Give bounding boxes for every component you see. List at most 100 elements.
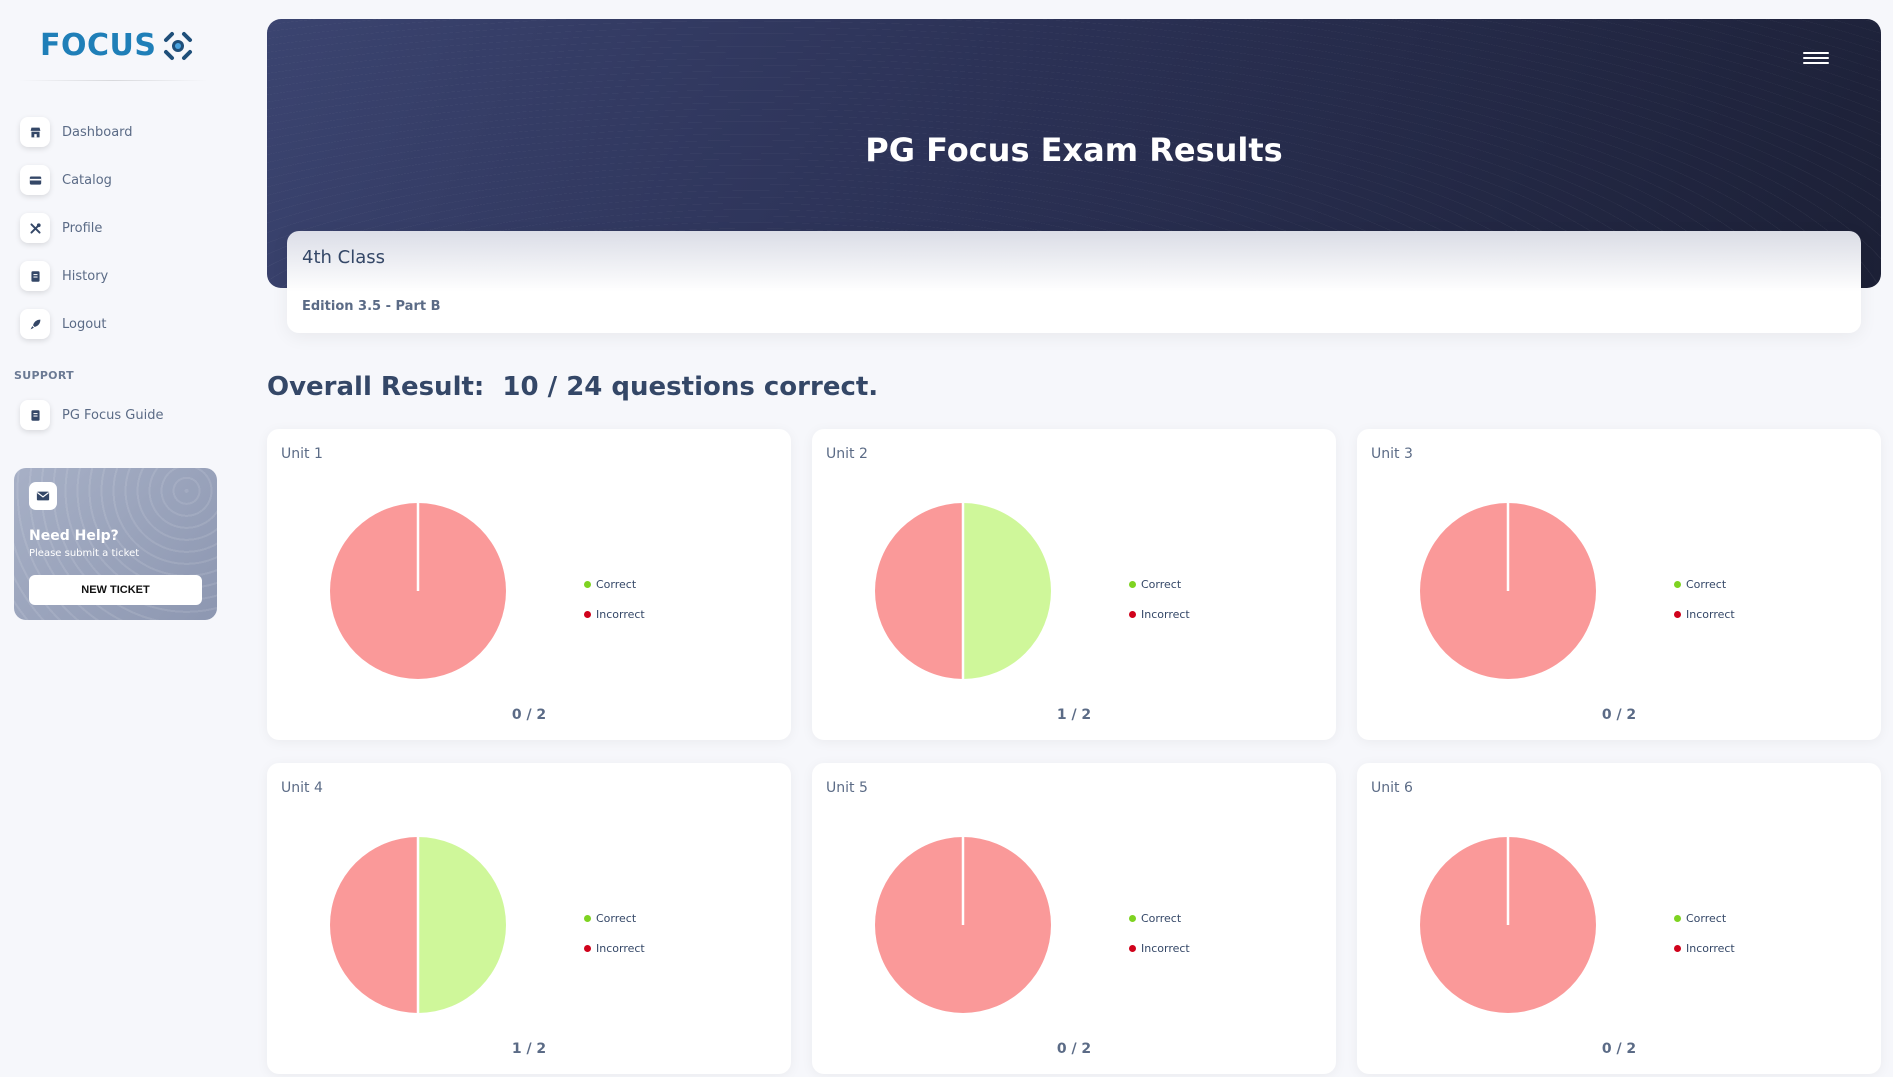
focus-logo-icon: [164, 31, 193, 60]
legend-dot-incorrect: [1674, 944, 1681, 952]
legend-label: Incorrect: [1686, 941, 1735, 955]
legend-label: Correct: [596, 577, 637, 591]
page-title: PG Focus Exam Results: [865, 131, 1283, 169]
tools-icon: [20, 213, 50, 243]
legend-item-correct[interactable]: Correct: [1129, 569, 1190, 599]
legend-label: Correct: [1141, 911, 1182, 925]
unit-pie-chart: [875, 503, 1051, 679]
logo[interactable]: FOCUS: [40, 28, 194, 63]
legend-label: Incorrect: [596, 941, 645, 955]
legend-dot-correct: [1674, 914, 1681, 922]
class-edition: Edition 3.5 - Part B: [302, 299, 441, 314]
unit-title: Unit 4: [281, 780, 323, 796]
sidebar-item-label: Profile: [62, 220, 103, 236]
document-icon: [20, 400, 50, 430]
legend-item-incorrect[interactable]: Incorrect: [584, 599, 645, 629]
help-card: Need Help? Please submit a ticket NEW TI…: [14, 468, 217, 620]
support-section-title: SUPPORT: [14, 369, 74, 382]
legend-dot-incorrect: [584, 944, 591, 952]
unit-card: Unit 3 Correct Incorrect 0 / 2: [1357, 429, 1881, 740]
legend-item-incorrect[interactable]: Incorrect: [584, 933, 645, 963]
class-name: 4th Class: [302, 247, 385, 268]
chart-legend: Correct Incorrect: [584, 903, 645, 963]
unit-pie-chart: [330, 503, 506, 679]
sidebar-item-profile[interactable]: Profile: [20, 204, 133, 252]
help-subtitle: Please submit a ticket: [29, 548, 140, 559]
class-info-card: 4th Class Edition 3.5 - Part B: [287, 231, 1861, 333]
sidebar-item-catalog[interactable]: Catalog: [20, 156, 133, 204]
unit-pie-chart: [875, 837, 1051, 1013]
legend-dot-correct: [1674, 580, 1681, 588]
legend-item-correct[interactable]: Correct: [584, 569, 645, 599]
overall-result: Overall Result: 10 / 24 questions correc…: [267, 372, 879, 402]
pie-slice-correct[interactable]: [963, 503, 1051, 679]
pie-slice-correct[interactable]: [418, 837, 506, 1013]
document-icon: [20, 261, 50, 291]
chart-legend: Correct Incorrect: [1674, 569, 1735, 629]
shop-icon: [20, 117, 50, 147]
pie-slice-incorrect[interactable]: [875, 503, 963, 679]
unit-title: Unit 2: [826, 446, 868, 462]
unit-card: Unit 5 Correct Incorrect 0 / 2: [812, 763, 1336, 1074]
credit-card-icon: [20, 165, 50, 195]
sidebar-item-logout[interactable]: Logout: [20, 300, 133, 348]
new-ticket-button[interactable]: NEW TICKET: [29, 575, 202, 605]
hamburger-menu-icon[interactable]: [1803, 52, 1829, 66]
legend-dot-correct: [1129, 914, 1136, 922]
legend-label: Correct: [1686, 911, 1727, 925]
unit-score: 0 / 2: [1601, 1041, 1637, 1057]
chart-legend: Correct Incorrect: [1674, 903, 1735, 963]
envelope-icon: [29, 482, 57, 510]
legend-dot-correct: [1129, 580, 1136, 588]
legend-dot-incorrect: [1129, 944, 1136, 952]
chart-legend: Correct Incorrect: [1129, 569, 1190, 629]
logo-divider: [18, 80, 208, 81]
unit-title: Unit 3: [1371, 446, 1413, 462]
pie-slice-incorrect[interactable]: [330, 837, 418, 1013]
unit-card: Unit 2 Correct Incorrect 1 / 2: [812, 429, 1336, 740]
chart-legend: Correct Incorrect: [1129, 903, 1190, 963]
unit-card: Unit 6 Correct Incorrect 0 / 2: [1357, 763, 1881, 1074]
help-title: Need Help?: [29, 528, 119, 544]
sidebar-item-label: PG Focus Guide: [62, 407, 164, 423]
legend-label: Correct: [596, 911, 637, 925]
legend-label: Incorrect: [596, 607, 645, 621]
legend-item-correct[interactable]: Correct: [1674, 903, 1735, 933]
sidebar-item-dashboard[interactable]: Dashboard: [20, 108, 133, 156]
legend-item-incorrect[interactable]: Incorrect: [1129, 933, 1190, 963]
legend-item-incorrect[interactable]: Incorrect: [1129, 599, 1190, 629]
sidebar-nav: Dashboard Catalog Profile History Logout: [20, 108, 133, 348]
sidebar-item-pg-focus-guide[interactable]: PG Focus Guide: [20, 391, 163, 439]
sidebar-item-label: Dashboard: [62, 124, 133, 140]
unit-card: Unit 1 Correct Incorrect 0 / 2: [267, 429, 791, 740]
unit-pie-chart: [1420, 837, 1596, 1013]
legend-item-incorrect[interactable]: Incorrect: [1674, 599, 1735, 629]
legend-item-incorrect[interactable]: Incorrect: [1674, 933, 1735, 963]
legend-label: Incorrect: [1686, 607, 1735, 621]
unit-title: Unit 5: [826, 780, 868, 796]
unit-score: 0 / 2: [511, 707, 547, 723]
support-nav: PG Focus Guide: [20, 391, 163, 439]
unit-title: Unit 1: [281, 446, 323, 462]
legend-label: Correct: [1141, 577, 1182, 591]
unit-score: 1 / 2: [511, 1041, 547, 1057]
legend-label: Incorrect: [1141, 607, 1190, 621]
chart-legend: Correct Incorrect: [584, 569, 645, 629]
legend-item-correct[interactable]: Correct: [1674, 569, 1735, 599]
unit-pie-chart: [330, 837, 506, 1013]
sidebar-item-label: Catalog: [62, 172, 112, 188]
sidebar-item-history[interactable]: History: [20, 252, 133, 300]
unit-pie-chart: [1420, 503, 1596, 679]
legend-dot-incorrect: [1674, 610, 1681, 618]
rocket-icon: [20, 309, 50, 339]
unit-title: Unit 6: [1371, 780, 1413, 796]
unit-score: 0 / 2: [1601, 707, 1637, 723]
sidebar-item-label: Logout: [62, 316, 107, 332]
legend-item-correct[interactable]: Correct: [1129, 903, 1190, 933]
unit-score: 0 / 2: [1056, 1041, 1092, 1057]
legend-item-correct[interactable]: Correct: [584, 903, 645, 933]
logo-text: FOCUS: [40, 28, 157, 63]
legend-label: Incorrect: [1141, 941, 1190, 955]
legend-dot-correct: [584, 914, 591, 922]
legend-dot-incorrect: [584, 610, 591, 618]
